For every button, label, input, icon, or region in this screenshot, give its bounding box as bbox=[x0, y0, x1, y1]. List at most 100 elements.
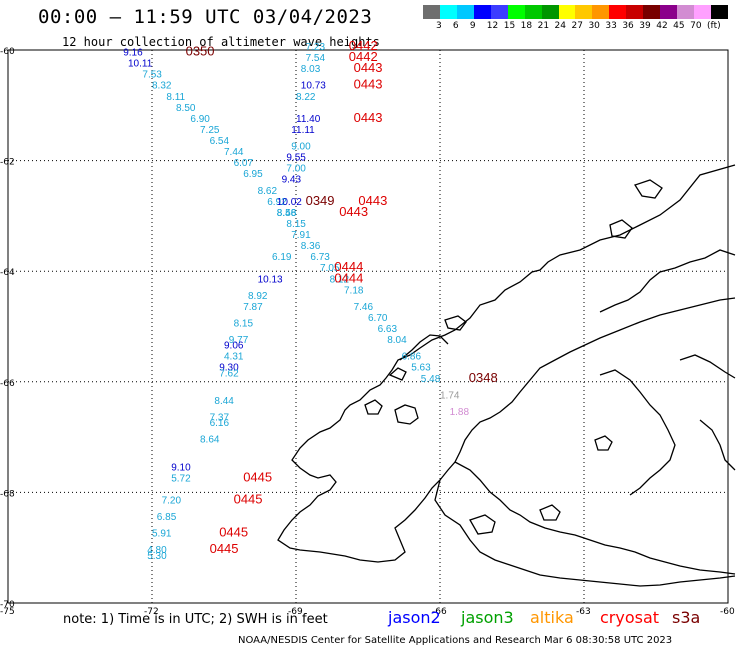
colorbar-swatch bbox=[456, 5, 474, 19]
wave-height-label: 8.92 bbox=[248, 291, 268, 302]
colorbar-swatch bbox=[541, 5, 559, 19]
colorbar bbox=[423, 5, 728, 19]
colorbar-tick-label: 33 bbox=[605, 21, 617, 31]
wave-height-label: 8.12 bbox=[330, 274, 350, 285]
wave-height-label: 8.11 bbox=[166, 92, 185, 103]
wave-height-label: 6.16 bbox=[210, 418, 230, 429]
wave-height-label: 8.62 bbox=[258, 186, 278, 197]
wave-height-label: 6.85 bbox=[157, 512, 177, 523]
satellite-legend-cryosat: cryosat bbox=[600, 608, 660, 627]
wave-height-label: 8.22 bbox=[296, 92, 316, 103]
colorbar-tick-label: 70 bbox=[690, 21, 702, 31]
wave-height-label: 7.05 bbox=[320, 263, 340, 274]
wave-height-label: 6.90 bbox=[190, 114, 210, 125]
pass-time-label: 0443 bbox=[354, 110, 383, 125]
wave-height-label: 6.07 bbox=[234, 158, 254, 169]
lon-label: -72 bbox=[144, 607, 159, 617]
wave-height-label: 11.40 bbox=[296, 114, 321, 125]
coastline bbox=[277, 164, 736, 587]
wave-height-label: 6.92 bbox=[267, 197, 287, 208]
wave-height-label: 7.62 bbox=[219, 368, 239, 379]
wave-height-label: 7.54 bbox=[306, 53, 326, 64]
colorbar-tick-label: 3 bbox=[435, 21, 442, 31]
lon-label: -69 bbox=[288, 607, 303, 617]
lon-label: -60 bbox=[720, 607, 735, 617]
wave-height-label: 9.77 bbox=[229, 335, 249, 346]
colorbar-swatch bbox=[660, 5, 678, 19]
wave-height-label: 8.36 bbox=[301, 241, 321, 252]
pass-time-label: 0350 bbox=[186, 44, 215, 59]
observation-labels: 9.16 0350 10.117.538.328.118.506.907.256.5… bbox=[123, 38, 498, 562]
wave-height-label: 8.58 bbox=[277, 208, 297, 219]
wave-height-label: 7.18 bbox=[344, 285, 364, 296]
colorbar-swatch bbox=[609, 5, 627, 19]
footer-credit: NOAA/NESDIS Center for Satellite Applica… bbox=[238, 635, 673, 646]
colorbar-tick-label: 45 bbox=[673, 21, 685, 31]
pass-time-label: 0443 bbox=[358, 193, 387, 208]
wave-height-label: 8.04 bbox=[387, 335, 407, 346]
wave-height-label: 4.31 bbox=[224, 352, 244, 363]
axis-labels: -60 -62 -64 -66 -68 -70-75 -72 -69 -66 -63 -60 bbox=[0, 47, 735, 617]
colorbar-tick-label: 27 bbox=[571, 21, 583, 31]
colorbar-tick-label: 9 bbox=[469, 21, 476, 31]
pass-time-label: 0348 bbox=[469, 370, 498, 385]
graticule bbox=[8, 50, 728, 603]
wave-height-label: 8.64 bbox=[200, 435, 220, 446]
wave-height-label: 10.73 bbox=[301, 81, 326, 92]
wave-height-label: 7.46 bbox=[354, 302, 374, 313]
colorbar-swatch bbox=[558, 5, 576, 19]
wave-height-label: 5.48 bbox=[421, 374, 441, 385]
wave-height-label: 9.06 bbox=[224, 341, 244, 352]
pass-time-label: 0445 bbox=[210, 541, 239, 556]
footer-note: note: 1) Time is in UTC; 2) SWH is in fe… bbox=[63, 612, 328, 627]
wave-height-label: 5.72 bbox=[171, 473, 191, 484]
wave-height-label: 9.55 bbox=[286, 153, 306, 164]
colorbar-tick-label: 42 bbox=[656, 21, 668, 31]
pass-time-label: 0445 bbox=[243, 469, 272, 484]
satellite-legend-jason2: jason2 bbox=[388, 608, 441, 627]
wave-height-label: 9.30 bbox=[219, 363, 239, 374]
wave-height-label: 8.15 bbox=[234, 319, 254, 330]
lat-label: -60 bbox=[0, 47, 15, 57]
wave-height-label: 6.54 bbox=[210, 136, 230, 147]
page-title: 00:00 – 11:59 UTC 03/04/2023 bbox=[38, 6, 373, 28]
wave-height-label: 7.20 bbox=[162, 495, 182, 506]
wave-height-label: 9.43 bbox=[282, 175, 302, 186]
lon-label: -66 bbox=[432, 607, 447, 617]
colorbar-tick-label: 36 bbox=[622, 21, 634, 31]
satellite-legend-s3a: s3a bbox=[672, 608, 701, 627]
wave-height-label: 4.80 bbox=[147, 545, 167, 556]
wave-height-label: 6.70 bbox=[368, 313, 388, 324]
colorbar-swatch bbox=[626, 5, 644, 19]
colorbar-swatch bbox=[694, 5, 711, 19]
wave-height-label: 9.16 bbox=[123, 48, 143, 59]
colorbar-swatch bbox=[439, 5, 457, 19]
pass-time-label: 0443 bbox=[354, 60, 383, 75]
colorbar-tick-label: 21 bbox=[537, 21, 550, 31]
wave-height-label: 8.44 bbox=[214, 396, 234, 407]
wave-height-label: 1.88 bbox=[450, 407, 470, 418]
colorbar-swatch bbox=[490, 5, 508, 19]
satellite-legend-altika: altika bbox=[530, 608, 574, 627]
lat-label: -70 bbox=[0, 600, 15, 610]
colorbar-tick-label: 24 bbox=[554, 21, 566, 31]
wave-height-label: 8.32 bbox=[152, 81, 172, 92]
pass-time-label: 0349 bbox=[306, 193, 335, 208]
pass-time-label: 0445 bbox=[234, 491, 263, 506]
wave-height-label: 9.10 bbox=[171, 462, 191, 473]
colorbar-tick-label: 6 bbox=[452, 21, 459, 31]
lat-label: -68 bbox=[0, 489, 15, 499]
colorbar-swatch bbox=[423, 5, 440, 19]
pass-time-label: 0445 bbox=[219, 525, 248, 540]
pass-time-label: 0444 bbox=[334, 270, 363, 285]
wave-height-label: 8.46 bbox=[277, 208, 297, 219]
wave-height-label: 7.91 bbox=[291, 230, 311, 241]
wave-height-label: 7.25 bbox=[200, 125, 220, 136]
wave-height-label: 10.11 bbox=[128, 59, 153, 70]
wave-height-label: 8.50 bbox=[176, 103, 196, 114]
colorbar-swatch bbox=[507, 5, 525, 19]
colorbar-tick-label: 18 bbox=[520, 21, 533, 31]
pass-time-label: 0443 bbox=[339, 204, 368, 219]
wave-height-label: 7.37 bbox=[210, 413, 230, 424]
